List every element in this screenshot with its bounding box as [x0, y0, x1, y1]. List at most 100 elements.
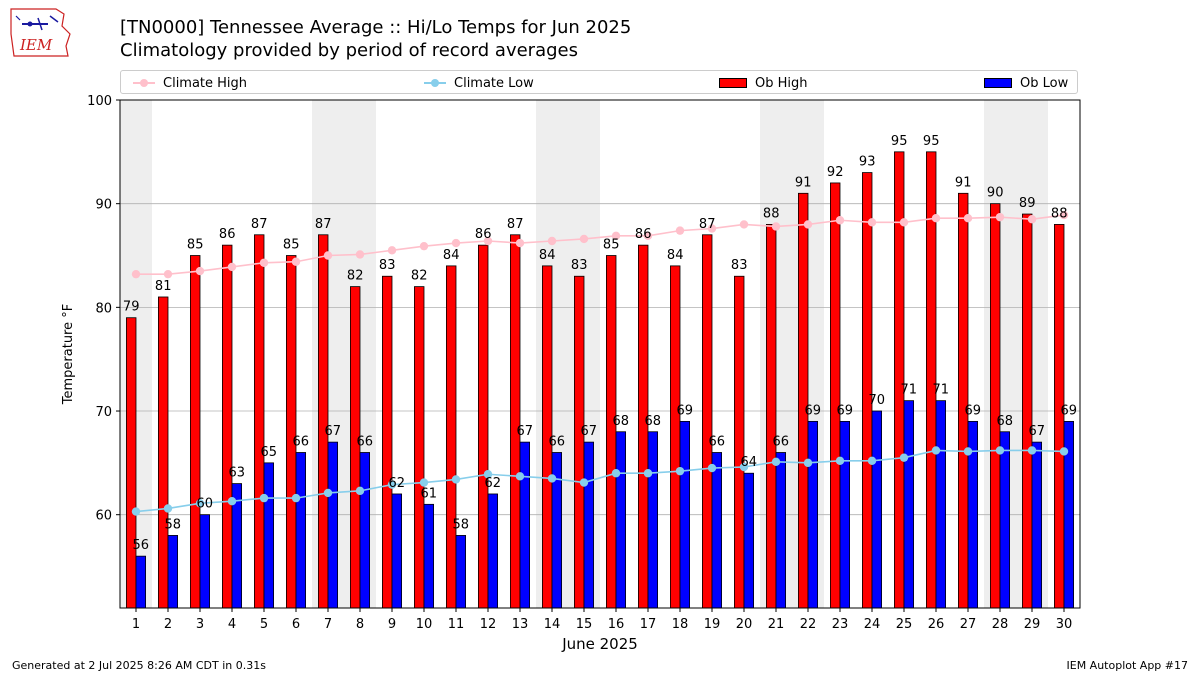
- climate-low-point: [259, 493, 269, 503]
- climate-low-point: [643, 469, 653, 478]
- ob-high-value-label: 84: [667, 248, 684, 263]
- ob-low-bar: [775, 452, 787, 609]
- legend-item-ob-high: Ob High: [719, 74, 808, 92]
- ob-high-bar: [990, 203, 1001, 609]
- ob-high-bar: [189, 255, 201, 609]
- ob-low-bar: [583, 441, 595, 609]
- climate-low-point: [771, 457, 781, 467]
- ob-high-bar: [606, 255, 617, 609]
- ob-low-value-label: 68: [645, 414, 662, 429]
- climate-high-point: [771, 222, 781, 231]
- ob-low-bar: [711, 452, 723, 609]
- x-tick-label: 28: [992, 617, 1009, 632]
- x-tick-label: 27: [960, 617, 977, 632]
- ob-low-bar: [1031, 441, 1043, 609]
- ob-high-value-label: 84: [443, 248, 460, 263]
- x-tick-label: 26: [928, 617, 945, 632]
- x-tick-label: 23: [832, 617, 849, 632]
- climate-low-point: [131, 507, 141, 516]
- ob-high-bar: [126, 317, 137, 609]
- ob-high-value-label: 79: [123, 300, 140, 315]
- ob-low-value-label: 70: [869, 393, 886, 408]
- climate-low-point: [579, 478, 589, 487]
- ob-low-bar: [871, 410, 883, 609]
- climate-low-point: [899, 453, 909, 462]
- ob-high-value-label: 92: [827, 165, 844, 180]
- x-tick-label: 11: [448, 617, 465, 632]
- ob-low-value-label: 67: [1029, 424, 1046, 439]
- climate-high-point: [419, 241, 429, 251]
- legend-item-climate-low: Climate Low: [424, 74, 534, 92]
- climate-low-point: [739, 462, 749, 472]
- climate-high-point: [547, 236, 557, 246]
- climate-high-point: [323, 251, 333, 260]
- ob-high-bar: [381, 275, 393, 609]
- ob-low-value-label: 64: [741, 455, 758, 470]
- ob-high-value-label: 91: [795, 175, 812, 190]
- legend-climate-low-marker: [424, 79, 446, 87]
- ob-low-bar: [327, 441, 339, 609]
- climate-low-point: [995, 446, 1005, 455]
- ob-low-value-label: 58: [165, 517, 182, 532]
- x-tick-label: 16: [608, 617, 625, 632]
- ob-high-value-label: 87: [699, 217, 716, 232]
- ob-high-value-label: 84: [539, 248, 556, 263]
- y-tick-label: 80: [95, 301, 112, 316]
- ob-low-value-label: 68: [613, 414, 630, 429]
- ob-high-value-label: 83: [571, 258, 588, 273]
- ob-high-bar: [766, 224, 777, 609]
- climate-low-point: [387, 480, 397, 489]
- ob-low-bar: [647, 431, 659, 609]
- ob-low-bar: [679, 420, 691, 609]
- ob-high-value-label: 86: [635, 227, 652, 242]
- climate-high-point: [899, 218, 909, 227]
- climate-low-point: [355, 486, 365, 496]
- ob-high-value-label: 87: [507, 217, 524, 232]
- ob-low-value-label: 58: [453, 517, 470, 532]
- x-tick-label: 8: [356, 617, 364, 632]
- x-tick-label: 2: [164, 617, 172, 632]
- climate-high-point: [227, 262, 237, 272]
- x-tick-label: 29: [1024, 617, 1041, 632]
- ob-high-bar: [477, 244, 489, 609]
- climate-high-line: [136, 214, 1065, 275]
- y-tick-label: 60: [95, 509, 112, 524]
- x-tick-label: 10: [416, 617, 433, 632]
- ob-high-value-label: 81: [155, 279, 172, 294]
- ob-low-value-label: 66: [293, 434, 310, 449]
- legend-ob-low-label: Ob Low: [1020, 75, 1069, 91]
- ob-low-value-label: 60: [197, 497, 214, 512]
- legend-ob-low-swatch: [984, 78, 1012, 88]
- ob-high-value-label: 87: [251, 217, 268, 232]
- svg-text:IEM: IEM: [19, 36, 53, 54]
- ob-high-value-label: 95: [923, 134, 940, 149]
- x-tick-label: 6: [292, 617, 300, 632]
- climate-low-point: [483, 470, 493, 479]
- ob-low-bar: [519, 441, 531, 609]
- x-tick-label: 7: [324, 617, 332, 632]
- x-tick-label: 19: [704, 617, 721, 632]
- climate-high-point: [259, 258, 269, 267]
- climate-high-point: [1059, 210, 1069, 220]
- ob-low-value-label: 61: [421, 486, 438, 501]
- y-tick-label: 90: [95, 198, 112, 213]
- climate-low-point: [611, 469, 621, 478]
- ob-low-bar: [487, 493, 499, 609]
- ob-high-bar: [317, 234, 329, 609]
- ob-low-bar: [391, 493, 403, 609]
- climate-high-point: [995, 212, 1005, 222]
- ob-low-value-label: 66: [773, 434, 790, 449]
- x-tick-label: 9: [388, 617, 396, 632]
- ob-low-value-label: 65: [261, 445, 278, 460]
- climate-low-point: [451, 475, 461, 484]
- climate-low-point: [163, 504, 173, 513]
- climate-low-point: [803, 458, 813, 468]
- climate-high-point: [195, 266, 205, 276]
- legend-climate-low-label: Climate Low: [454, 75, 534, 91]
- ob-high-value-label: 90: [987, 186, 1004, 201]
- ob-low-bar: [807, 420, 819, 609]
- climate-high-point: [1027, 215, 1037, 224]
- climate-high-point: [707, 224, 717, 233]
- ob-low-value-label: 69: [805, 403, 822, 418]
- x-tick-label: 3: [196, 617, 204, 632]
